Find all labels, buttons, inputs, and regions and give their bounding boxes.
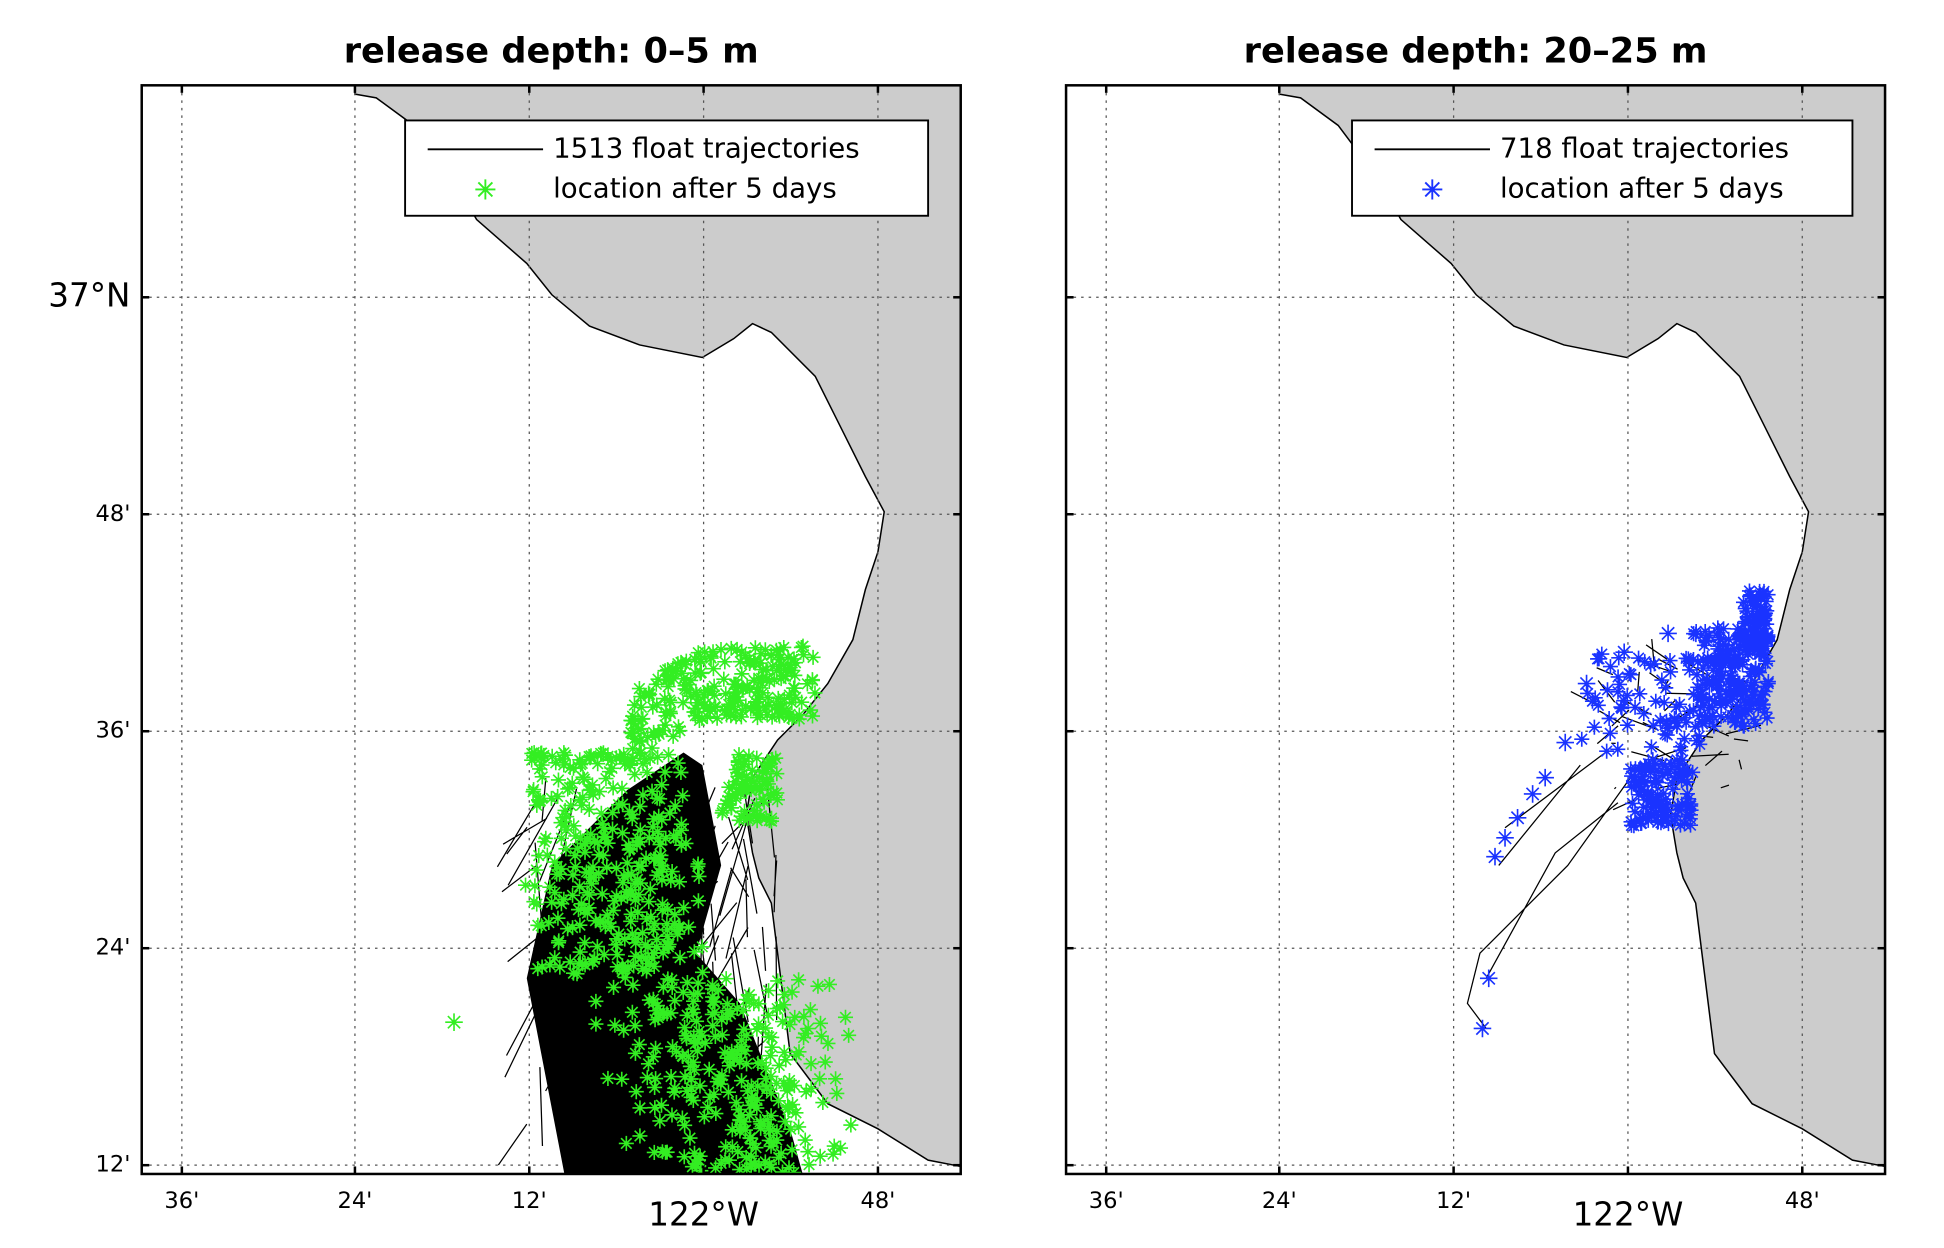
y-tick-label: 36' [96,718,131,744]
x-tick-label: 48' [860,1188,895,1214]
x-tick-label: 24' [1262,1188,1297,1214]
land [354,85,961,1168]
x-tick-label: 12' [512,1188,547,1214]
legend-star [1422,179,1443,200]
x-tick-label: 24' [337,1188,372,1214]
map-panel: 36' 24' 12' 122°W 48' release depth: 20–25 m 7… [1064,31,1887,1234]
land [1278,85,1886,1168]
y-tick-label: 37°N [48,276,130,314]
legend-label: 718 float trajectories [1500,131,1789,164]
x-tick-label: 122°W [1573,1196,1684,1234]
legend-label: location after 5 days [553,171,837,204]
legend-star [475,179,496,200]
panel-title: release depth: 0–5 m [344,31,759,72]
legend-box [404,119,930,217]
y-tick-label: 24' [96,935,131,961]
frame [1064,84,1887,1176]
legend-label: 1513 float trajectories [553,131,860,164]
map-area [141,85,961,1174]
x-tick-label: 12' [1436,1188,1471,1214]
end-locations [1473,583,1776,1038]
map-area [1066,85,1886,1174]
map-panel: 36' 24' 12' 122°W 48' 37°N 48' 36' 24' 12' release… [48,31,962,1234]
panel-title: release depth: 20–25 m [1244,31,1708,72]
frame [140,84,962,1176]
y-tick-label: 12' [96,1152,131,1178]
x-tick-label: 36' [164,1188,199,1214]
legend-box [1351,119,1854,217]
x-tick-label: 36' [1089,1188,1124,1214]
legend-label: location after 5 days [1500,171,1784,204]
y-tick-label: 48' [96,501,131,527]
end-locations [445,638,859,1174]
x-tick-label: 48' [1785,1188,1820,1214]
x-tick-label: 122°W [648,1196,759,1234]
